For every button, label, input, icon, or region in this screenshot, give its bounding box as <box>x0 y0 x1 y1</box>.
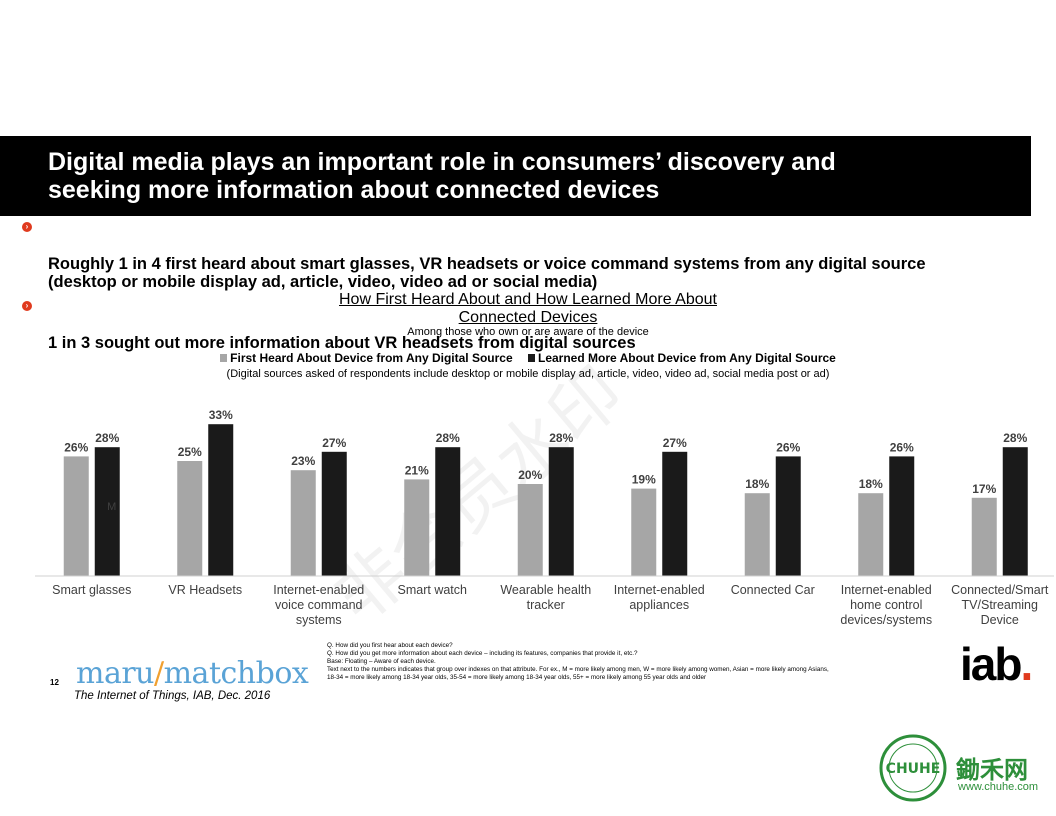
data-label: 26% <box>776 440 800 454</box>
data-label: 26% <box>890 440 914 454</box>
legend-note: (Digital sources asked of respondents in… <box>226 368 830 380</box>
bar-first-heard <box>517 484 543 576</box>
data-label: 23% <box>291 454 315 468</box>
data-label: 19% <box>632 473 656 487</box>
bar-learned-more <box>94 447 120 576</box>
bar-learned-more <box>1002 447 1028 576</box>
iab-logo: iab. <box>960 638 1033 690</box>
legend-swatch <box>220 354 228 362</box>
bar-learned-more <box>548 447 574 576</box>
bar-first-heard <box>404 479 430 576</box>
page-number: 12 <box>50 678 59 687</box>
data-label: 28% <box>95 431 119 445</box>
chevron-right-icon: › <box>22 301 32 311</box>
chuhe-logo-icon: CHUHE <box>879 734 947 802</box>
x-tick-label: Smart glasses <box>52 583 131 597</box>
bar-learned-more <box>321 451 347 576</box>
bar-first-heard <box>631 488 657 576</box>
data-label: 20% <box>518 468 542 482</box>
data-label: 28% <box>549 431 573 445</box>
chart-legend: First Heard About Device from Any Digita… <box>0 351 1056 365</box>
x-tick-label: tracker <box>527 598 565 612</box>
legend-swatch <box>528 354 535 362</box>
legend-item-learned-more: Learned More About Device from Any Digit… <box>528 351 836 365</box>
x-tick-label: Connected/Smart <box>951 583 1049 597</box>
source-citation: The Internet of Things, IAB, Dec. 2016 <box>74 690 271 702</box>
x-tick-label: Internet-enabled <box>841 583 932 597</box>
chart-title: How First Heard About and How Learned Mo… <box>339 291 717 326</box>
title-bar: Digital media plays an important role in… <box>0 136 1031 216</box>
x-tick-label: systems <box>296 613 342 627</box>
bar-learned-more <box>662 451 688 576</box>
data-label: 28% <box>1003 431 1027 445</box>
x-tick-label: Smart watch <box>398 583 468 597</box>
x-tick-label: Connected Car <box>731 583 815 597</box>
bullet-list: › Roughly 1 in 4 first heard about smart… <box>22 219 1032 359</box>
bar-chart: 26% 28% Smart glasses 25% 33% VR Headsets 23% 2… <box>35 408 1054 627</box>
x-tick-label: Wearable health <box>500 583 591 597</box>
legend-label: Learned More About Device from Any Digit… <box>538 351 836 365</box>
x-tick-label: VR Headsets <box>168 583 242 597</box>
data-label: 27% <box>663 436 687 450</box>
bar-annotation: M <box>107 501 116 513</box>
chart-subtitle: Among those who own or are aware of the … <box>407 326 649 338</box>
maru-matchbox-logo: maru/matchbox <box>76 656 309 691</box>
x-tick-label: appliances <box>629 598 689 612</box>
bar-learned-more <box>435 447 461 576</box>
x-tick-label: home control <box>850 598 922 612</box>
data-label: 18% <box>745 477 769 491</box>
data-label: 17% <box>972 482 996 496</box>
bar-first-heard <box>290 470 316 576</box>
bar-first-heard <box>744 493 770 576</box>
bar-first-heard <box>971 497 997 576</box>
bullet-item: › Roughly 1 in 4 first heard about smart… <box>22 219 1032 291</box>
bar-first-heard <box>63 456 89 576</box>
data-label: 18% <box>859 477 883 491</box>
chevron-right-icon: › <box>22 222 32 232</box>
x-tick-label: Device <box>981 613 1019 627</box>
x-tick-label: TV/Streaming <box>962 598 1038 612</box>
bullet-text: Roughly 1 in 4 first heard about smart g… <box>48 255 926 291</box>
bullet-item: › 1 in 3 sought out more information abo… <box>22 298 1032 352</box>
data-label: 25% <box>178 445 202 459</box>
bar-first-heard <box>177 461 203 576</box>
footnotes: Q. How did you first hear about each dev… <box>327 642 829 681</box>
data-label: 33% <box>209 408 233 422</box>
x-tick-label: Internet-enabled <box>273 583 364 597</box>
slide-title: Digital media plays an important role in… <box>48 148 836 204</box>
bar-learned-more <box>889 456 915 576</box>
data-label: 21% <box>405 463 429 477</box>
bar-first-heard <box>858 493 884 576</box>
data-label: 28% <box>436 431 460 445</box>
x-tick-label: devices/systems <box>840 613 932 627</box>
chuhe-logo-text: 鋤禾网 <box>956 757 1028 784</box>
bar-learned-more <box>775 456 801 576</box>
legend-item-first-heard: First Heard About Device from Any Digita… <box>220 351 513 365</box>
chuhe-url: www.chuhe.com <box>958 781 1039 793</box>
svg-text:CHUHE: CHUHE <box>886 761 941 777</box>
data-label: 27% <box>322 436 346 450</box>
bar-learned-more <box>208 424 234 576</box>
bullet-text: 1 in 3 sought out more information about… <box>48 334 636 352</box>
legend-label: First Heard About Device from Any Digita… <box>230 351 513 365</box>
x-tick-label: Internet-enabled <box>614 583 705 597</box>
data-label: 26% <box>64 440 88 454</box>
x-tick-label: voice command <box>275 598 363 612</box>
